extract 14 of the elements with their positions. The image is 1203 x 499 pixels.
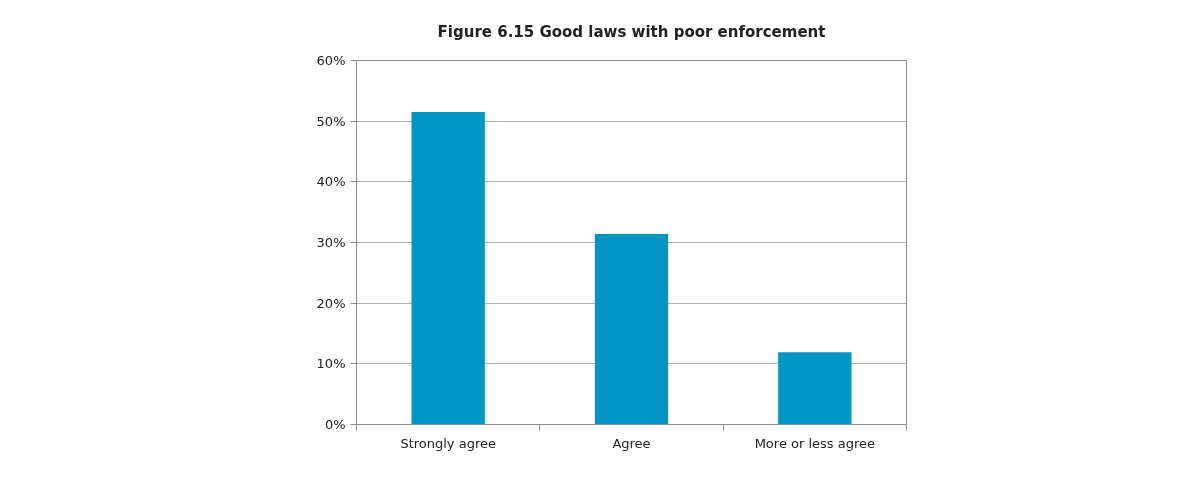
x-tick-label: Strongly agree	[400, 435, 496, 451]
y-tick-label: 20%	[316, 295, 346, 311]
y-tick-label: 40%	[316, 174, 346, 190]
bar	[411, 112, 485, 425]
y-tick-label: 50%	[316, 113, 346, 129]
y-tick-label: 10%	[316, 356, 346, 372]
x-tick-label: More or less agree	[754, 435, 876, 451]
x-tick-label: Agree	[612, 435, 651, 451]
y-tick-label: 30%	[316, 235, 346, 250]
y-tick-label: 60%	[316, 53, 346, 68]
bar	[594, 234, 669, 425]
bar	[778, 352, 852, 425]
chart-title: Figure 6.15 Good laws with poor enforcement	[437, 22, 826, 41]
y-tick-label: 0%	[324, 417, 346, 432]
